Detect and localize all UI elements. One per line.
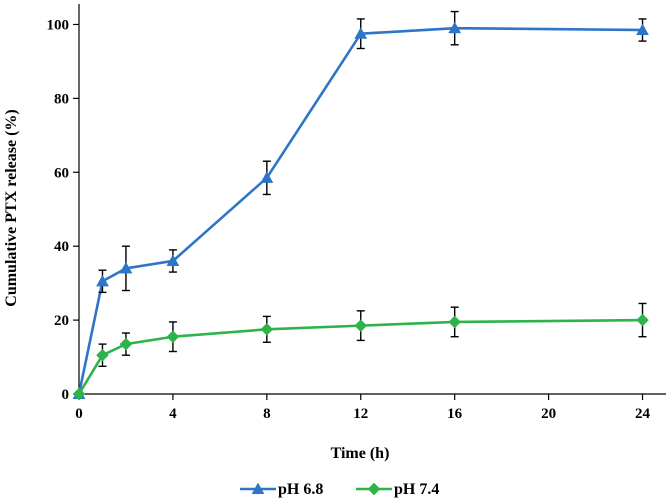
data-point-ph-7-4 <box>636 313 649 327</box>
series-ph-7-4 <box>72 302 649 401</box>
chart-plot-area <box>72 10 649 401</box>
data-point-ph-6-8 <box>636 23 649 36</box>
y-tick-label: 60 <box>54 165 69 181</box>
chart-axes: 0 20 40 60 80 100 0 4 8 12 16 20 24 <box>47 4 666 422</box>
data-point-ph-7-4 <box>448 315 462 329</box>
data-point-ph-6-8 <box>448 21 462 34</box>
y-axis-title: Cumulative PTX release (%) <box>3 109 20 306</box>
data-point-ph-6-8 <box>119 261 133 274</box>
x-tick-label: 4 <box>169 406 177 422</box>
data-point-ph-7-4 <box>96 348 109 362</box>
y-tick-label: 0 <box>62 387 70 403</box>
legend-label-ph-6-8: pH 6.8 <box>278 481 323 498</box>
data-point-ph-6-8 <box>96 274 109 287</box>
data-point-ph-6-8 <box>260 171 274 183</box>
legend-marker-ph-7-4 <box>367 482 381 496</box>
x-tick-label: 16 <box>447 406 463 422</box>
data-point-ph-7-4 <box>354 319 368 332</box>
data-point-ph-7-4 <box>72 387 86 401</box>
y-tick-label: 80 <box>54 91 69 107</box>
data-point-ph-6-8 <box>354 27 368 39</box>
x-tick-label: 8 <box>263 406 271 422</box>
data-point-ph-7-4 <box>260 322 274 336</box>
x-tick-label: 24 <box>635 406 651 422</box>
data-point-ph-7-4 <box>119 337 133 351</box>
data-point-ph-7-4 <box>166 330 180 344</box>
y-tick-label: 100 <box>47 17 70 33</box>
chart-legend: pH 6.8 pH 7.4 <box>240 481 439 498</box>
series-line-ph-6-8 <box>77 26 643 395</box>
legend-label-ph-7-4: pH 7.4 <box>394 481 439 498</box>
x-axis-title: Time (h) <box>331 445 390 462</box>
y-tick-label: 20 <box>54 313 69 329</box>
x-tick-label: 12 <box>353 406 368 422</box>
x-tick-label: 20 <box>541 406 556 422</box>
y-tick-label: 40 <box>54 239 69 255</box>
data-point-ph-6-8 <box>166 254 180 267</box>
legend-marker-ph-6-8 <box>251 482 265 495</box>
x-tick-label: 0 <box>75 406 83 422</box>
